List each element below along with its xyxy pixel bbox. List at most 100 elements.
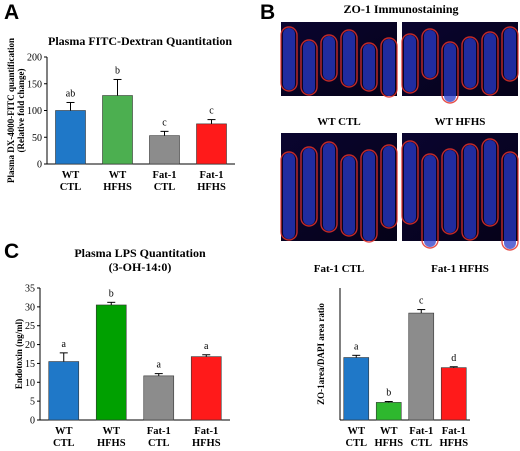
chart-c-significance-label: a [157, 360, 162, 371]
micrograph-zo1-outline [401, 33, 419, 94]
micrograph-zo1-outline [481, 31, 499, 96]
micrograph-nuclei-band [343, 31, 355, 86]
chart-c-bar [48, 361, 80, 421]
micrograph-nuclei-band [504, 28, 516, 80]
micrograph-zo1-outline [441, 41, 459, 104]
chart-c-category-label: WT [55, 426, 73, 437]
chart-a-significance-label: c [162, 117, 167, 128]
micrograph-nuclei-band [424, 155, 436, 247]
micrograph-zo1-outline [300, 39, 318, 96]
chart-a-bar [196, 123, 227, 165]
panel-letter-b: B [260, 1, 276, 24]
chart-c-significance-label: a [204, 341, 209, 352]
chart-a-significance-label: b [115, 65, 120, 76]
zo1-panel-title: ZO-1 Immunostaining [343, 2, 459, 16]
chart-a-category-label: HFHS [197, 182, 226, 193]
chart-a-significance-label: c [209, 106, 214, 117]
micrograph-zo1-outline [340, 154, 358, 237]
micrograph-zo1-outline [481, 138, 499, 227]
chart-c-category-label: HFHS [97, 438, 126, 449]
chart-b-category-label: WT [347, 426, 365, 437]
micrograph-zo1-outline [501, 26, 519, 82]
micrograph-nuclei-band [424, 30, 436, 78]
micrograph-zo1-outline [300, 146, 318, 227]
micrograph-nuclei-band [383, 146, 395, 227]
chart-c-ytick-label: 35 [25, 284, 35, 295]
chart-c-category-label: CTL [53, 438, 75, 449]
chart-a-category-label: WT [62, 170, 80, 181]
chart-a-ytick-label: 100 [27, 106, 42, 117]
chart-a-bar [149, 135, 180, 165]
chart-c-ytick-label: 5 [30, 397, 35, 408]
chart-b-bar [343, 357, 370, 421]
chart-c-ytick-label: 15 [25, 359, 35, 370]
micrograph-nuclei-band [404, 35, 416, 92]
micrograph-nuclei-band [484, 33, 496, 94]
chart-a-category-label: Fat-1 [200, 170, 224, 181]
chart-c-ytick-label: 10 [25, 378, 35, 389]
micrograph-zo1-outline [280, 151, 298, 241]
chart-a-category-label: WT [109, 170, 127, 181]
chart-a-category-label: CTL [154, 182, 176, 193]
micrograph-2 [402, 22, 518, 96]
chart-b-category-label: CTL [410, 438, 432, 449]
chart-b-category-label: HFHS [439, 438, 468, 449]
micrograph-zo1-outline [441, 148, 459, 235]
micrograph-nuclei-band [323, 36, 335, 80]
micrograph-zo1-outline [461, 36, 479, 90]
chart-a-ytick-label: 200 [27, 53, 42, 64]
micrograph-1 [281, 22, 397, 96]
chart-a-bar [55, 110, 86, 165]
micrograph-zo1-outline [280, 26, 298, 92]
micrograph-nuclei-band [363, 151, 375, 241]
micrograph-label: WT CTL [317, 116, 361, 128]
micrograph-nuclei-band [444, 150, 456, 233]
micrograph-zo1-outline [461, 143, 479, 241]
chart-a-significance-label: ab [66, 88, 75, 99]
micrograph-nuclei-band [464, 38, 476, 88]
micrograph-nuclei-band [363, 44, 375, 90]
chart-c-category-label: CTL [148, 438, 170, 449]
micrograph-zo1-outline [380, 37, 398, 98]
chart-c-category-label: Fat-1 [194, 426, 218, 437]
chart-c-category-label: WT [102, 426, 120, 437]
micrograph-nuclei-band [383, 39, 395, 96]
chart-b-significance-label: d [451, 353, 456, 364]
chart-c-ytick-label: 30 [25, 302, 35, 313]
micrograph-label: Fat-1 HFHS [431, 263, 489, 275]
micrograph-nuclei-band [283, 153, 295, 239]
micrograph-zo1-outline [340, 29, 358, 88]
chart-a-ytick-label: 50 [32, 133, 42, 144]
chart-c-category-label: Fat-1 [147, 426, 171, 437]
chart-a-ytick-label: 150 [27, 79, 42, 90]
micrograph-nuclei-band [303, 41, 315, 94]
micrograph-nuclei-band [484, 140, 496, 225]
micrograph-nuclei-band [303, 148, 315, 225]
chart-b-significance-label: b [386, 388, 391, 399]
micrograph-zo1-outline [421, 153, 439, 249]
chart-c-significance-label: a [62, 339, 67, 350]
chart-b-bar [440, 367, 467, 421]
chart-a-bar [102, 95, 133, 165]
micrograph-zo1-outline [320, 34, 338, 82]
micrograph-nuclei-band [343, 156, 355, 235]
micrograph-nuclei-band [323, 143, 335, 231]
chart-c-bar [95, 304, 127, 421]
chart-c-significance-label: b [109, 288, 114, 299]
micrograph-zo1-outline [501, 151, 519, 251]
chart-a-ytick-label: 0 [37, 160, 42, 171]
chart-b-category-label: CTL [345, 438, 367, 449]
chart-b-y-axis-label: ZO-1area/DAPI area ratio [316, 303, 326, 405]
chart-c-category-label: HFHS [192, 438, 221, 449]
chart-a-y-axis-label: (Relative fold change) [16, 69, 26, 153]
micrograph-nuclei-band [444, 43, 456, 102]
chart-b-category-label: Fat-1 [409, 426, 433, 437]
chart-b-significance-label: a [354, 341, 359, 352]
chart-c-y-axis-label: Endotoxin (ng/ml) [14, 319, 24, 389]
chart-b-category-label: HFHS [374, 438, 403, 449]
